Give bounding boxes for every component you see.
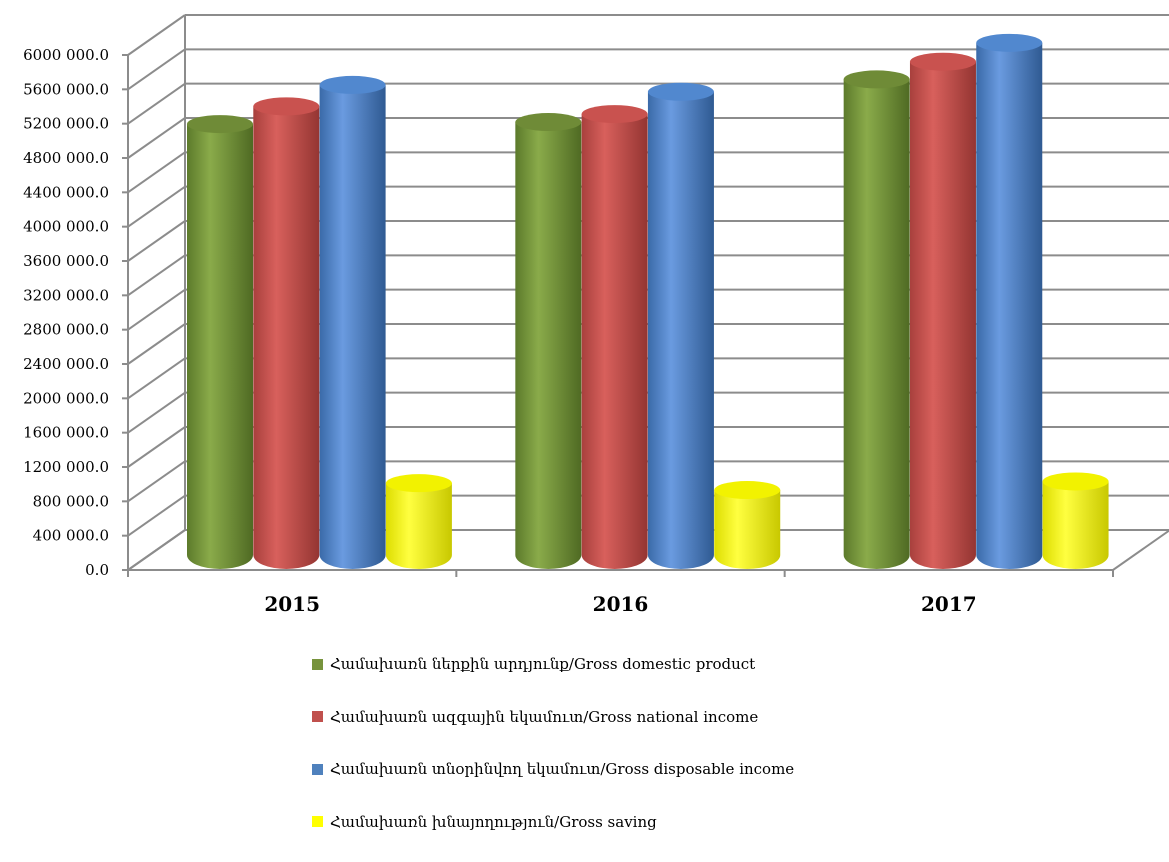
bar <box>843 70 910 570</box>
legend-swatch <box>312 816 323 827</box>
y-tick-label: 4000 000.0 <box>23 218 109 236</box>
y-tick-label: 400 000.0 <box>33 527 109 545</box>
y-tick-label: 5600 000.0 <box>23 80 109 98</box>
x-category-label: 2017 <box>921 592 977 616</box>
y-tick-label: 6000 000.0 <box>23 46 109 64</box>
legend-entry: Համախառն տնօրինվող եկամուտ/Gross disposa… <box>312 757 1112 781</box>
bars <box>187 33 1109 570</box>
legend-label: Համախառն ներքին արդյունք/Gross domestic … <box>330 655 756 673</box>
y-tick-label: 2000 000.0 <box>23 389 109 407</box>
bar <box>714 481 781 570</box>
y-tick-label: 800 000.0 <box>33 492 109 510</box>
y-tick-label: 4400 000.0 <box>23 183 109 201</box>
y-tick-label: 5200 000.0 <box>23 115 109 133</box>
bar <box>515 113 582 570</box>
y-tick-label: 3600 000.0 <box>23 252 109 270</box>
y-tick-label: 1200 000.0 <box>23 458 109 476</box>
bar <box>253 97 320 569</box>
bar <box>187 115 253 569</box>
y-tick-label: 2400 000.0 <box>23 355 109 373</box>
bar <box>319 75 386 570</box>
bar <box>581 105 648 570</box>
legend-entry: Համախառն ազգային եկամուտ/Gross national … <box>312 705 1112 729</box>
x-category-label: 2016 <box>593 592 649 616</box>
y-tick-label: 3200 000.0 <box>23 286 109 304</box>
axes <box>122 54 1169 577</box>
bar <box>976 33 1043 569</box>
legend-label: Համախառն խնայողություն/Gross saving <box>330 812 657 831</box>
legend-entry: Համախառն ներքին արդյունք/Gross domestic … <box>312 652 1112 676</box>
y-tick-label: 0.0 <box>85 561 109 579</box>
bar-chart: 0.0 400 000.0 800 000.0 1200 000.0 1600 000.… <box>23 14 1169 616</box>
legend-entry: Համախառն խնայողություն/Gross saving <box>312 810 1112 834</box>
legend-swatch <box>312 763 323 775</box>
y-tick-label: 1600 000.0 <box>23 424 109 442</box>
axis-labels: 0.0 400 000.0 800 000.0 1200 000.0 1600 000.… <box>23 46 977 616</box>
legend: Համախառն ներքին արդյունք/Gross domestic … <box>312 652 1112 862</box>
bar <box>1042 472 1109 570</box>
y-tick-label: 4800 000.0 <box>23 149 109 167</box>
bar <box>385 474 452 570</box>
legend-swatch <box>312 711 323 722</box>
legend-swatch <box>312 658 323 670</box>
bar <box>647 82 714 570</box>
legend-label: Համախառն ազգային եկամուտ/Gross national … <box>330 707 759 726</box>
x-category-label: 2015 <box>264 592 320 616</box>
y-tick-label: 2800 000.0 <box>23 321 109 339</box>
bar <box>909 52 976 570</box>
legend-label: Համախառն տնօրինվող եկամուտ/Gross disposa… <box>330 760 795 778</box>
